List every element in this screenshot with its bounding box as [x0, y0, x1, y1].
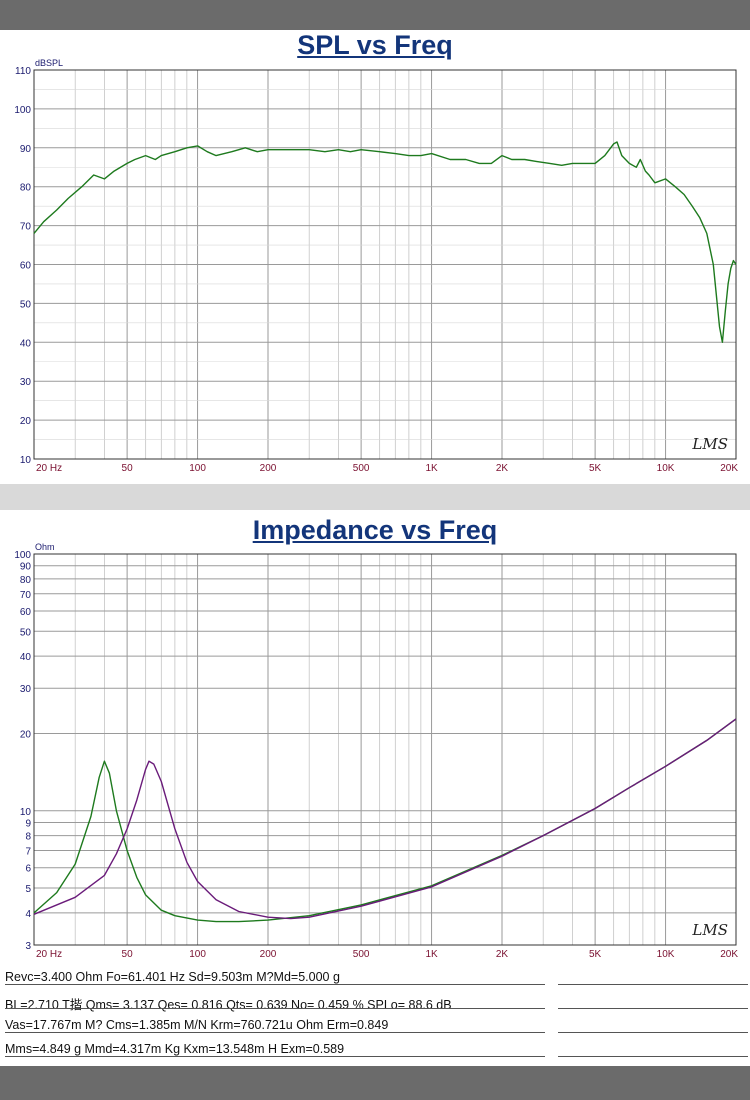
y-tick-label: 60: [20, 261, 32, 272]
spl-chart-title: SPL vs Freq: [297, 30, 453, 60]
x-tick-label: 5K: [589, 463, 602, 472]
param-line-3: Vas=17.767m M? Cms=1.385m M/N Krm=760.72…: [5, 1018, 389, 1032]
lms-watermark: LMS: [691, 435, 728, 453]
x-tick-label: 50: [122, 949, 134, 960]
x-tick-label: 100: [189, 949, 206, 960]
x-tick-label: 50: [122, 463, 134, 472]
y-tick-label: 40: [20, 338, 32, 349]
underline-4b: [558, 1056, 748, 1057]
x-tick-label: 20 Hz: [36, 949, 62, 960]
x-tick-label: 200: [260, 949, 277, 960]
y-tick-label: 20: [20, 416, 32, 427]
param-line-4: Mms=4.849 g Mmd=4.317m Kg Kxm=13.548m H …: [5, 1042, 345, 1056]
y-tick-label: 30: [20, 377, 32, 388]
x-tick-label: 100: [189, 463, 206, 472]
y-tick-label: 80: [20, 575, 32, 586]
y-tick-label: 50: [20, 299, 32, 310]
y-axis-label: Ohm: [35, 542, 55, 552]
y-tick-label: 6: [25, 864, 31, 875]
y-tick-label: 80: [20, 183, 32, 194]
y-tick-label: 90: [20, 562, 32, 573]
x-tick-label: 500: [353, 463, 370, 472]
bottom-bar: [0, 1066, 750, 1100]
y-tick-label: 110: [15, 66, 31, 77]
y-tick-label: 70: [20, 590, 32, 601]
y-tick-label: 30: [20, 684, 32, 695]
y-tick-label: 10: [20, 807, 32, 818]
y-tick-label: 9: [25, 818, 31, 829]
y-tick-label: 50: [20, 627, 32, 638]
underline-3b: [558, 1032, 748, 1033]
y-tick-label: 40: [20, 652, 32, 663]
y-tick-label: 100: [14, 105, 31, 116]
y-tick-label: 70: [20, 222, 32, 233]
x-tick-label: 10K: [657, 463, 675, 472]
x-tick-label: 1K: [425, 949, 438, 960]
underline-2: [5, 1008, 545, 1009]
underline-3: [5, 1032, 545, 1033]
top-bar: [0, 0, 750, 30]
y-tick-label: 100: [14, 550, 31, 561]
series-line-2: [33, 718, 737, 920]
impedance-chart-title: Impedance vs Freq: [252, 515, 498, 545]
param-line-2: BL=2.710 T揩 Qms= 3.137 Qes= 0.816 Qts= 0…: [5, 998, 452, 1012]
x-tick-label: 20K: [720, 949, 738, 960]
plot-frame: [33, 553, 737, 946]
underline-1b: [558, 984, 748, 985]
x-tick-label: 10K: [657, 949, 675, 960]
underline-4: [5, 1056, 545, 1057]
x-tick-label: 20K: [720, 463, 738, 472]
underline-1: [5, 984, 545, 985]
y-tick-label: 8: [25, 832, 31, 843]
y-tick-label: 90: [20, 144, 32, 155]
spl-chart: 10 20 30 40 50 60 70 80 90 100 110 dBSPL 20 Hz 50 100 2…: [14, 58, 738, 472]
y-axis-label: dBSPL: [35, 58, 63, 68]
y-tick-label: 5: [25, 884, 31, 895]
x-tick-label: 5K: [589, 949, 602, 960]
series-line-1: [33, 141, 737, 343]
x-tick-label: 20 Hz: [36, 463, 62, 472]
chart-separator: [0, 484, 750, 510]
param-line-1: Revc=3.400 Ohm Fo=61.401 Hz Sd=9.503m M?…: [5, 970, 340, 984]
y-tick-label: 7: [25, 847, 31, 858]
y-tick-label: 60: [20, 607, 32, 618]
x-tick-label: 200: [260, 463, 277, 472]
underline-2b: [558, 1008, 748, 1009]
x-tick-label: 2K: [496, 463, 509, 472]
plot-area: [34, 554, 736, 945]
lms-watermark: LMS: [691, 921, 728, 939]
y-tick-label: 4: [25, 909, 31, 920]
x-tick-label: 1K: [425, 463, 438, 472]
y-tick-label: 20: [20, 729, 32, 740]
y-tick-label: 3: [25, 941, 31, 952]
thiele-small-parameters: Revc=3.400 Ohm Fo=61.401 Hz Sd=9.503m M?…: [0, 966, 750, 1066]
y-tick-label: 10: [20, 455, 32, 466]
x-tick-label: 500: [353, 949, 370, 960]
x-tick-label: 2K: [496, 949, 509, 960]
